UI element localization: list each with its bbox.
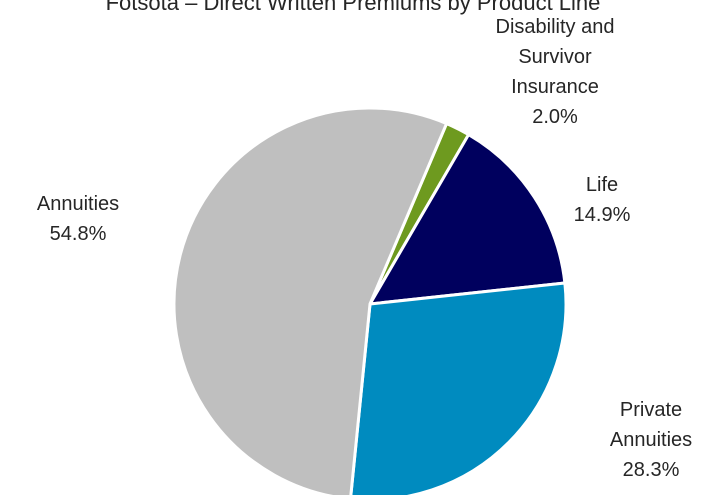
slice-labels: Disability and Survivor Insurance 2.0% Life 1… [37,16,692,481]
slice-value-label: 14.9% [574,204,631,226]
slice-category-label: Annuities [37,193,119,215]
slice-label-disability-and-survivor-insurance: Disability and Survivor Insurance 2.0% [496,16,615,128]
slice-value-label: 54.8% [50,223,107,245]
pie-slice-annuities [172,106,449,495]
chart-title: Fotsota – Direct Written Premiums by Pro… [106,0,601,15]
slice-value-label: 2.0% [532,106,578,128]
slice-label-annuities: Annuities 54.8% [37,193,119,245]
slice-category-label: Life [586,174,618,196]
slice-category-label: Private [620,399,682,421]
slice-value-label: 28.3% [623,459,680,481]
slice-label-private-annuities: Private Annuities 28.3% [610,399,692,481]
pie-slices [172,106,568,495]
slice-category-label: Disability and [496,16,615,38]
slice-category-label: Survivor [518,46,592,68]
slice-category-label: Insurance [511,76,599,98]
pie-slice-life [368,133,567,306]
slice-category-label: Annuities [610,429,692,451]
pie-slice-private-annuities [349,281,568,495]
slice-label-life: Life 14.9% [574,174,631,226]
